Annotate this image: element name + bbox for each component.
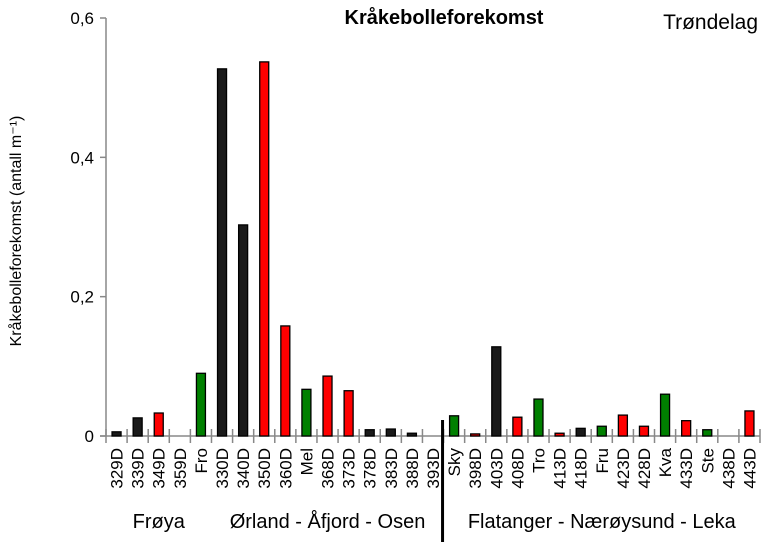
group-label: Flatanger - Nærøysund - Leka	[468, 511, 737, 533]
x-tick-label: 373D	[340, 448, 359, 489]
x-tick-label: Mel	[297, 448, 316, 475]
x-tick-label: 413D	[551, 448, 570, 489]
region-label: Trøndelag	[663, 11, 758, 34]
bar-418D	[575, 427, 586, 437]
bar-398D	[470, 433, 481, 437]
bar-340D	[237, 224, 249, 437]
x-tick-label: 339D	[129, 448, 148, 489]
x-tick-label: 359D	[171, 448, 190, 489]
x-tick-label: 408D	[508, 448, 527, 489]
y-tick-label: 0	[85, 427, 94, 446]
x-tick-label: 350D	[255, 448, 274, 489]
x-tick-label: 403D	[487, 448, 506, 489]
group-label: Frøya	[133, 511, 186, 533]
x-tick-label: 360D	[276, 448, 295, 489]
bar-349D	[153, 412, 164, 437]
bar-Fru	[596, 425, 607, 437]
bar-443D	[744, 410, 755, 437]
x-tick-label: 393D	[424, 448, 443, 489]
bar-433D	[681, 420, 692, 437]
x-tick-label: Sky	[445, 448, 464, 477]
x-tick-label: 329D	[108, 448, 127, 489]
x-tick-label: Ste	[698, 448, 717, 474]
x-tick-label: 368D	[319, 448, 338, 489]
bar-Fro	[195, 372, 207, 437]
bar-368D	[322, 375, 333, 437]
bar-428D	[638, 425, 650, 437]
x-tick-label: 398D	[466, 448, 485, 489]
x-tick-label: 428D	[635, 448, 654, 489]
x-tick-label: 330D	[213, 448, 232, 489]
chart-title: Kråkebolleforekomst	[345, 6, 544, 29]
bar-Ste	[702, 429, 713, 437]
y-tick-label: 0,4	[70, 148, 94, 167]
bar-360D	[280, 325, 291, 437]
y-tick-label: 0,2	[70, 288, 94, 307]
x-tick-label: 388D	[403, 448, 422, 489]
x-tick-label: Kva	[656, 447, 675, 477]
bar-373D	[343, 390, 354, 437]
x-tick-label: 438D	[719, 448, 738, 489]
x-tick-label: 378D	[361, 448, 380, 489]
bar-329D	[111, 431, 122, 437]
x-tick-label: 383D	[382, 448, 401, 489]
y-tick-label: 0,6	[70, 9, 94, 28]
bar-383D	[385, 428, 396, 437]
bar-Tro	[533, 398, 544, 437]
y-axis-label: Kråkebolleforekomst (antall m⁻¹)	[7, 116, 25, 347]
bar-Mel	[301, 388, 312, 437]
bar-403D	[491, 346, 502, 437]
bar-Kva	[659, 393, 671, 437]
x-tick-label: Fro	[192, 448, 211, 474]
x-tick-label: 418D	[572, 448, 591, 489]
x-tick-label: Fru	[593, 448, 612, 474]
bar-413D	[554, 432, 565, 437]
bar-350D	[259, 61, 270, 437]
group-label: Ørland - Åfjord - Osen	[230, 510, 426, 533]
x-tick-label: 340D	[234, 448, 253, 489]
x-tick-label: 423D	[614, 448, 633, 489]
bar-408D	[512, 416, 523, 437]
x-tick-label: 443D	[740, 448, 759, 489]
x-tick-label: 433D	[677, 448, 696, 489]
bar-330D	[216, 68, 228, 437]
x-tick-label: 349D	[150, 448, 169, 489]
x-tick-label: Tro	[529, 448, 548, 473]
bar-339D	[132, 417, 143, 437]
bar-423D	[617, 414, 629, 437]
bar-Sky	[448, 415, 460, 437]
bar-378D	[364, 429, 375, 437]
bar-388D	[406, 432, 418, 437]
